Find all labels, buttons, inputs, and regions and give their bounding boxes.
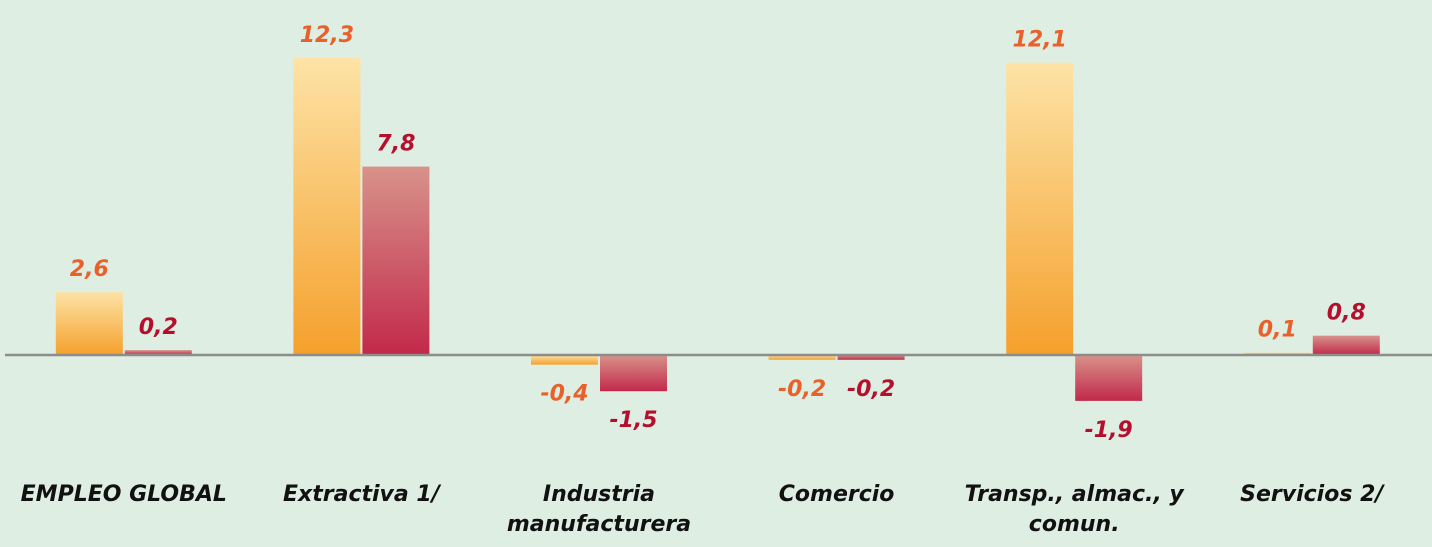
value-label: -0,2 — [847, 377, 895, 402]
value-label: -0,4 — [540, 382, 588, 407]
x-tick-label: Extractiva 1/ — [283, 482, 440, 507]
value-label: -1,9 — [1085, 418, 1133, 443]
value-label: 0,1 — [1258, 318, 1297, 343]
value-label: 7,8 — [376, 132, 415, 157]
bar — [768, 354, 836, 360]
bar — [837, 354, 905, 360]
bar — [362, 166, 430, 355]
value-label: 0,2 — [139, 315, 178, 340]
bar — [1006, 62, 1074, 355]
bar — [1312, 335, 1380, 355]
x-tick-label: Comercio — [778, 482, 895, 507]
bar — [1075, 354, 1143, 401]
value-label: 12,1 — [1013, 28, 1067, 53]
x-tick-label: Transp., almac., y comun. — [964, 482, 1184, 537]
value-label: 2,6 — [70, 257, 109, 282]
bar — [600, 354, 667, 392]
x-tick-label: Servicios 2/ — [1240, 482, 1384, 507]
bar — [55, 292, 123, 355]
x-tick-label: EMPLEO GLOBAL — [20, 482, 227, 507]
value-label: 0,8 — [1327, 301, 1366, 326]
value-label: -0,2 — [778, 377, 826, 402]
x-tick-label: Industria manufacturera — [506, 482, 692, 537]
value-label: 12,3 — [300, 23, 354, 48]
bar — [293, 57, 361, 355]
bar — [531, 354, 598, 365]
value-label: -1,5 — [609, 408, 657, 433]
bar — [124, 350, 192, 355]
